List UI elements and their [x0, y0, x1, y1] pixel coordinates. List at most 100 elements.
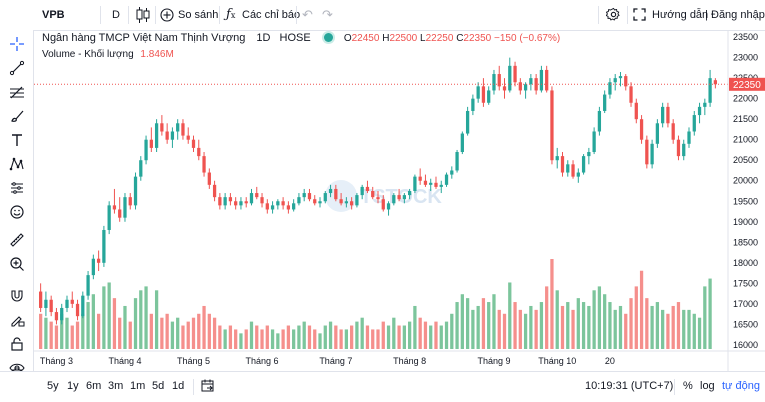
candle-body [418, 176, 422, 181]
candle-body [518, 82, 522, 91]
lock-tool[interactable] [6, 334, 28, 354]
undo-icon[interactable]: ↶ [302, 7, 313, 22]
volume-bar [460, 294, 464, 349]
volume-bar [429, 325, 433, 349]
symbol-search-button[interactable]: VPB [42, 9, 65, 21]
interval-button[interactable]: D [112, 9, 120, 21]
volume-label: Volume - Khối lượng [42, 49, 134, 60]
settings-button[interactable] [606, 0, 622, 30]
volume-bar [597, 286, 602, 349]
range-5y[interactable]: 5y [47, 380, 59, 392]
prediction-tool[interactable] [6, 178, 28, 198]
price-chart[interactable]: TSTOCK 23500 23000 22500 22000 21500 21000 205… [34, 31, 765, 371]
header-separator: | [705, 9, 708, 21]
volume-bar [176, 317, 180, 349]
volume-bar [381, 321, 385, 349]
clock-display[interactable]: 10:19:31 (UTC+7) [585, 380, 674, 392]
candle-body [523, 84, 528, 91]
toolbar-divider [296, 6, 297, 24]
bottom-divider [193, 379, 194, 395]
volume-bar [629, 298, 633, 349]
text-tool[interactable] [6, 130, 28, 150]
candle-body [355, 195, 359, 206]
redo-icon[interactable]: ↷ [322, 7, 333, 22]
time-tick-label: Tháng 8 [393, 356, 426, 366]
change-value: −150 (−0.67%) [494, 33, 561, 44]
stay-drawing-tool[interactable] [6, 310, 28, 330]
volume-bar [365, 325, 370, 349]
candle-body [371, 191, 375, 198]
candle-body [339, 199, 343, 204]
candle-body [603, 94, 607, 111]
volume-bar [450, 313, 454, 349]
low-value: 22250 [425, 33, 454, 44]
candle-body [207, 172, 211, 185]
ruler-tool[interactable] [6, 230, 28, 250]
top-toolbar: VPB D So sánh ƒx Các chỉ báo ↶ ↷ [0, 0, 765, 31]
candle-body [160, 123, 164, 132]
range-3m[interactable]: 3m [108, 380, 124, 392]
volume-bar [244, 329, 248, 349]
gear-icon [606, 7, 620, 21]
candle-body [545, 69, 549, 91]
range-5d[interactable]: 5d [152, 380, 165, 392]
volume-bar [513, 302, 517, 349]
fib-tool[interactable] [6, 82, 28, 102]
crosshair-tool[interactable] [6, 34, 28, 54]
price-tick-label: 16000 [733, 340, 758, 350]
volume-bar [39, 313, 43, 349]
high-value: 22500 [389, 33, 418, 44]
candle-body [381, 199, 385, 210]
candle-style-button[interactable] [134, 0, 152, 30]
range-1y[interactable]: 1y [67, 380, 79, 392]
candle-body [286, 205, 291, 210]
help-link[interactable]: Hướng dẫn [652, 9, 709, 21]
goto-date-button[interactable] [201, 372, 215, 402]
candle-body [139, 160, 143, 177]
volume-bar [539, 302, 544, 349]
candle-body [407, 191, 412, 196]
range-1m[interactable]: 1m [130, 380, 146, 392]
volume-bar [481, 298, 486, 349]
volume-bar [81, 313, 85, 349]
price-tick-label: 23500 [733, 32, 758, 42]
volume-bar [639, 270, 644, 349]
last-price-value: 22350 [733, 80, 761, 91]
emoji-tool[interactable] [6, 202, 28, 222]
candle-body [618, 76, 623, 79]
login-link[interactable]: Đăng nhập [711, 9, 765, 21]
volume-bar [207, 313, 211, 349]
volume-bar [397, 325, 401, 349]
range-6m[interactable]: 6m [86, 380, 102, 392]
prediction-icon [11, 182, 23, 194]
auto-toggle[interactable]: tự động [722, 380, 760, 392]
candle-body [149, 139, 153, 148]
toolbar-divider [100, 6, 101, 24]
candle-body [676, 139, 681, 157]
candle-body [186, 135, 190, 140]
log-toggle[interactable]: log [700, 380, 715, 392]
candle-body [529, 78, 533, 85]
zoom-in-tool[interactable] [6, 254, 28, 274]
candle-body [128, 197, 132, 206]
magnet-tool[interactable] [6, 286, 28, 306]
fullscreen-button[interactable] [633, 0, 649, 30]
volume-bar [218, 325, 222, 349]
volume-bar [434, 321, 438, 349]
volume-bar [407, 321, 412, 349]
range-1d[interactable]: 1d [172, 380, 185, 392]
volume-bar [328, 321, 333, 349]
trend-line-tool[interactable] [6, 58, 28, 78]
legend-exchange: HOSE [279, 32, 311, 44]
volume-bar [191, 317, 196, 349]
pattern-tool[interactable] [6, 154, 28, 174]
volume-bar [386, 325, 391, 349]
volume-bar [49, 321, 53, 349]
candle-body [270, 205, 275, 210]
candle-body [202, 156, 206, 173]
percent-toggle[interactable]: % [683, 380, 693, 392]
volume-bar [603, 294, 607, 349]
volume-bar [118, 317, 122, 349]
brush-tool[interactable] [6, 106, 28, 126]
candle-body [492, 74, 496, 91]
